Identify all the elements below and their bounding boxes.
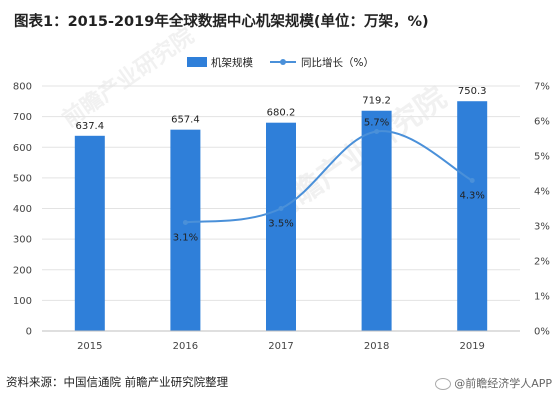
y-left-tick-label: 400 <box>13 204 32 215</box>
y-left-tick-label: 200 <box>13 265 32 276</box>
line-series <box>182 129 475 225</box>
legend-bar-label: 机架规模 <box>211 56 253 69</box>
app-credit: @前瞻经济学人APP <box>435 375 552 391</box>
y-left-tick-label: 800 <box>13 82 32 93</box>
y-left-tick-label: 600 <box>13 143 32 154</box>
growth-line <box>185 130 473 224</box>
line-value-label: 3.5% <box>268 219 293 230</box>
x-tick-label: 2015 <box>77 341 102 352</box>
growth-point <box>374 129 380 134</box>
line-value-label: 4.3% <box>459 191 484 202</box>
wechat-icon <box>435 378 452 390</box>
bar-value-label: 719.2 <box>362 96 391 107</box>
bar-value-label: 680.2 <box>267 108 296 119</box>
x-tick-label: 2019 <box>459 341 484 352</box>
growth-point <box>469 178 475 183</box>
y-left-tick-label: 500 <box>13 173 32 184</box>
bar-value-label: 750.3 <box>458 86 487 97</box>
y-left-tick-label: 700 <box>13 112 32 123</box>
y-right-tick-label: 5% <box>534 152 550 163</box>
y-left-tick-label: 0 <box>26 327 32 338</box>
bar-value-label: 637.4 <box>75 121 104 132</box>
x-tick-label: 2017 <box>268 341 293 352</box>
bar-2019 <box>457 101 488 331</box>
legend-line-marker <box>280 59 286 65</box>
legend-line-label: 同比增长（%） <box>301 56 374 69</box>
bar-2018 <box>361 110 392 332</box>
app-credit-label: @前瞻经济学人APP <box>454 377 552 390</box>
y-right-tick-label: 6% <box>534 117 550 128</box>
data-labels: 637.4 657.4 680.2 719.2 750.3 3.1% 3.5% 5.7% 4.3… <box>75 86 486 243</box>
bar-2015 <box>74 135 105 331</box>
y-right-tick-label: 0% <box>534 327 550 338</box>
y-right-tick-label: 2% <box>534 257 550 268</box>
y-right-tick-label: 7% <box>534 82 550 93</box>
axes: 0 100 200 300 400 500 600 700 800 0% 1% 2% 3% 4% 5% 6% 7… <box>13 82 550 353</box>
bar-value-label: 657.4 <box>171 115 200 126</box>
line-value-label: 3.1% <box>173 233 198 244</box>
bar-2016 <box>170 129 201 331</box>
growth-point <box>278 206 284 211</box>
bar-2017 <box>266 122 296 331</box>
y-right-tick-label: 4% <box>534 187 550 198</box>
chart-title: 图表1：2015-2019年全球数据中心机架规模(单位：万架，%) <box>14 14 429 30</box>
line-value-label: 5.7% <box>364 118 389 129</box>
y-right-tick-label: 3% <box>534 222 550 233</box>
x-tick-label: 2018 <box>364 341 389 352</box>
source-note: 资料来源：中国信通院 前瞻产业研究院整理 <box>6 375 229 389</box>
legend-bar-swatch <box>187 57 207 67</box>
y-left-tick-label: 300 <box>13 235 32 246</box>
growth-point <box>182 220 188 225</box>
x-tick-label: 2016 <box>173 341 198 352</box>
legend: 机架规模 同比增长（%） <box>187 56 374 69</box>
bar-series <box>74 101 488 332</box>
y-right-tick-label: 1% <box>534 292 550 303</box>
y-left-tick-label: 100 <box>13 296 32 307</box>
